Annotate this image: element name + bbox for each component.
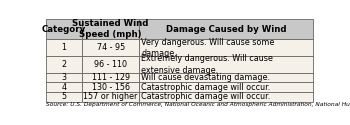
- Bar: [139, 82, 313, 92]
- Bar: [139, 73, 313, 83]
- Text: Will cause devastating damage.: Will cause devastating damage.: [141, 73, 270, 82]
- Text: Damage Caused by Wind: Damage Caused by Wind: [166, 25, 286, 34]
- Text: 2: 2: [61, 60, 66, 69]
- Text: Sustained Wind
Speed (mph): Sustained Wind Speed (mph): [72, 19, 149, 39]
- Text: Very dangerous. Will cause some
damage.: Very dangerous. Will cause some damage.: [141, 38, 275, 58]
- Text: Source: U.S. Department of Commerce, National Oceanic and Atmospheric Administra: Source: U.S. Department of Commerce, Nat…: [46, 102, 350, 107]
- Bar: [82, 82, 139, 92]
- Text: 157 or higher: 157 or higher: [83, 92, 138, 101]
- Bar: [82, 39, 139, 56]
- Text: 111 - 129: 111 - 129: [92, 73, 130, 82]
- Bar: [82, 19, 139, 39]
- Text: 3: 3: [62, 73, 66, 82]
- Bar: [46, 39, 82, 56]
- Bar: [139, 39, 313, 56]
- Bar: [139, 92, 313, 102]
- Bar: [139, 56, 313, 73]
- Text: 130 - 156: 130 - 156: [92, 83, 130, 92]
- Text: 96 - 110: 96 - 110: [94, 60, 127, 69]
- Bar: [46, 56, 82, 73]
- Text: 4: 4: [62, 83, 66, 92]
- Bar: [46, 82, 82, 92]
- Bar: [82, 92, 139, 102]
- Bar: [46, 19, 82, 39]
- Bar: [82, 73, 139, 83]
- Bar: [82, 56, 139, 73]
- Text: 5: 5: [61, 92, 66, 101]
- Text: Category: Category: [42, 25, 86, 34]
- Bar: [46, 73, 82, 83]
- Text: Catastrophic damage will occur.: Catastrophic damage will occur.: [141, 83, 271, 92]
- Text: 1: 1: [62, 43, 66, 52]
- Text: Extremely dangerous. Will cause
extensive damage.: Extremely dangerous. Will cause extensiv…: [141, 54, 273, 75]
- Bar: [46, 92, 82, 102]
- Bar: [139, 19, 313, 39]
- Text: Catastrophic damage will occur.: Catastrophic damage will occur.: [141, 92, 271, 101]
- Text: 74 - 95: 74 - 95: [97, 43, 125, 52]
